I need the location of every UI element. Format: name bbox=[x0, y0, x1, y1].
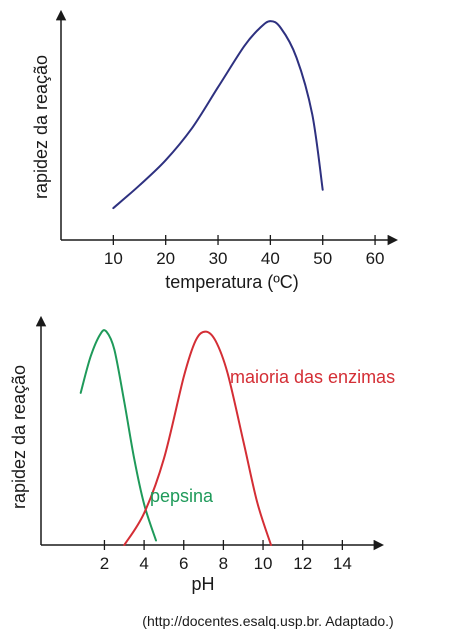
y-axis-label: rapidez da reação bbox=[9, 365, 29, 509]
series-line-maioria-das-enzimas bbox=[123, 330, 272, 546]
x-ticks: 2 4 6 8 10 12 14 bbox=[100, 540, 352, 573]
x-tick-label: 4 bbox=[139, 554, 148, 573]
series-label-maioria-das-enzimas: maioria das enzimas bbox=[230, 367, 395, 387]
x-tick-label: 6 bbox=[179, 554, 188, 573]
x-tick-label: 14 bbox=[333, 554, 352, 573]
x-tick-label: 40 bbox=[261, 249, 280, 268]
x-tick-label: 10 bbox=[254, 554, 273, 573]
series-label-pepsina: pepsina bbox=[150, 486, 214, 506]
series-group bbox=[79, 329, 272, 546]
y-axis-label: rapidez da reação bbox=[31, 55, 51, 199]
x-ticks: 10 20 30 40 50 60 bbox=[104, 235, 385, 268]
x-axis-label: pH bbox=[191, 574, 214, 594]
series-line-curve-0 bbox=[112, 20, 324, 210]
series-group bbox=[112, 20, 324, 210]
source-note: (http://docentes.esalq.usp.br. Adaptado.… bbox=[142, 613, 393, 629]
ph-chart: 2 4 6 8 10 12 14 maioria das enzimas pepsina p… bbox=[9, 315, 395, 594]
series-line-pepsina bbox=[79, 329, 157, 542]
x-tick-label: 8 bbox=[219, 554, 228, 573]
x-tick-label: 50 bbox=[313, 249, 332, 268]
x-tick-label: 10 bbox=[104, 249, 123, 268]
x-tick-label: 2 bbox=[100, 554, 109, 573]
x-axis-label: temperatura (ºC) bbox=[165, 272, 299, 292]
x-tick-label: 12 bbox=[293, 554, 312, 573]
x-tick-label: 30 bbox=[209, 249, 228, 268]
x-tick-label: 20 bbox=[156, 249, 175, 268]
x-tick-label: 60 bbox=[366, 249, 385, 268]
temperature-chart: 10 20 30 40 50 60 temperatura (ºC) rapidez da… bbox=[31, 9, 399, 292]
